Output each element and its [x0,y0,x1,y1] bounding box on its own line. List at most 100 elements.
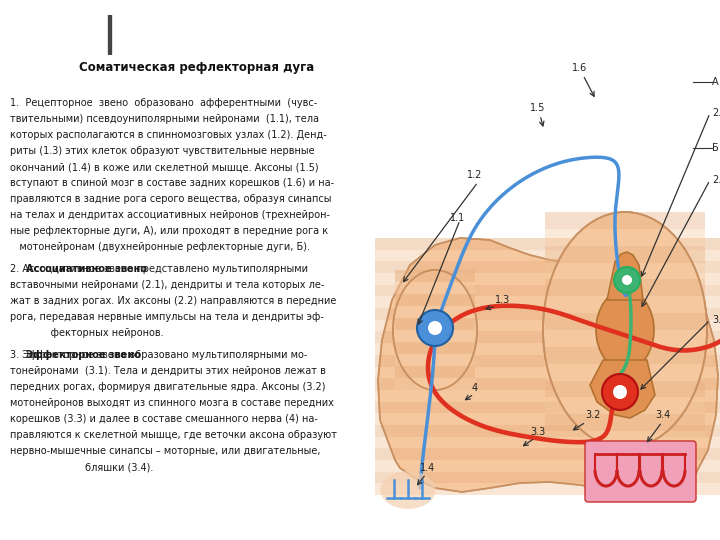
Bar [375,320,720,332]
Bar [395,282,475,294]
Bar [375,332,720,343]
Circle shape [613,385,627,399]
Text: Б: Б [712,143,719,153]
Bar [375,437,720,448]
Bar [375,378,720,390]
Text: ные рефлекторные дуги, А), или проходят в передние рога к: ные рефлекторные дуги, А), или проходят … [10,226,328,236]
Bar [375,413,720,425]
Bar [375,296,720,308]
Ellipse shape [543,212,707,448]
Text: правляются к скелетной мышце, где веточки аксона образуют: правляются к скелетной мышце, где веточк… [10,430,337,440]
Text: 1.1: 1.1 [450,213,465,223]
Text: 4: 4 [472,383,478,393]
Bar [545,296,705,313]
Text: нервно-мышечные синапсы – моторные, или двигательные,: нервно-мышечные синапсы – моторные, или … [10,446,320,456]
Text: мотонейронам (двухнейронные рефлекторные дуги, Б).: мотонейронам (двухнейронные рефлекторные… [10,242,310,252]
Bar [375,471,720,483]
Text: 1.6: 1.6 [572,63,588,73]
Bar [545,414,705,431]
Polygon shape [378,238,718,492]
Text: Ассоциативное звено: Ассоциативное звено [26,264,147,274]
Text: 2.2: 2.2 [712,175,720,185]
Bar [375,425,720,437]
Text: рога, передавая нервные импульсы на тела и дендриты эф-: рога, передавая нервные импульсы на тела… [10,312,324,322]
Text: правляются в задние рога серого вещества, образуя синапсы: правляются в задние рога серого вещества… [10,194,331,204]
Bar [395,318,475,330]
Bar [375,483,720,495]
Text: 3.2: 3.2 [585,410,600,420]
Bar [375,355,720,367]
Polygon shape [590,360,655,418]
Bar [375,367,720,378]
Text: 1.  Рецепторное  звено  образовано  афферентными  (чувс-: 1. Рецепторное звено образовано афферент… [10,98,318,108]
Text: 3. Эффекторное звено образовано мультиполярными мо-: 3. Эффекторное звено образовано мультипо… [10,350,307,360]
Bar [375,402,720,413]
Bar [375,261,720,273]
Text: Соматическая рефлекторная дуга: Соматическая рефлекторная дуга [79,62,315,75]
Bar [375,448,720,460]
Text: 3.4: 3.4 [655,410,670,420]
Text: Эффекторное звено: Эффекторное звено [26,350,141,360]
Bar [545,279,705,296]
Ellipse shape [596,290,654,370]
Circle shape [602,374,638,410]
Text: вставочными нейронами (2.1), дендриты и тела которых ле-: вставочными нейронами (2.1), дендриты и … [10,280,325,290]
Bar [395,366,475,378]
Circle shape [614,267,640,293]
Bar [395,306,475,318]
Bar [375,308,720,320]
Text: твительными) псевдоуниполярными нейронами  (1.1), тела: твительными) псевдоуниполярными нейронам… [10,114,319,124]
Bar [375,249,720,261]
Bar [375,238,720,249]
Bar [545,212,705,229]
Bar [375,343,720,355]
Circle shape [417,310,453,346]
Text: которых располагаются в спинномозговых узлах (1.2). Денд-: которых располагаются в спинномозговых у… [10,130,327,140]
Text: фекторных нейронов.: фекторных нейронов. [10,328,163,338]
Polygon shape [607,252,643,300]
Text: окончаний (1.4) в коже или скелетной мышце. Аксоны (1.5): окончаний (1.4) в коже или скелетной мыш… [10,162,319,172]
Bar [375,390,720,402]
Bar [545,364,705,381]
Text: 2. Ассоциативное звено представлено мультиполярными: 2. Ассоциативное звено представлено муль… [10,264,308,274]
Circle shape [622,275,632,285]
Bar [545,246,705,262]
Text: 3.3: 3.3 [530,427,545,437]
Bar [545,347,705,364]
FancyBboxPatch shape [585,441,696,502]
Text: вступают в спиной мозг в составе задних корешков (1.6) и на-: вступают в спиной мозг в составе задних … [10,178,334,188]
Bar [545,397,705,414]
Ellipse shape [393,270,477,390]
Text: мотонейронов выходят из спинного мозга в составе передних: мотонейронов выходят из спинного мозга в… [10,398,334,408]
Bar [545,262,705,279]
Bar [545,381,705,397]
Bar [545,330,705,347]
Text: А: А [712,77,719,87]
Text: 1.3: 1.3 [495,295,510,305]
Text: 1.4: 1.4 [420,463,436,473]
Text: жат в задних рогах. Их аксоны (2.2) направляются в передние: жат в задних рогах. Их аксоны (2.2) напр… [10,296,336,306]
Text: корешков (3.3) и далее в составе смешанного нерва (4) на-: корешков (3.3) и далее в составе смешанн… [10,414,318,424]
Text: 2.1: 2.1 [712,108,720,118]
Ellipse shape [380,471,436,509]
Bar [545,313,705,330]
Bar [375,460,720,471]
Bar [545,229,705,246]
Bar [395,354,475,366]
Bar [545,431,705,448]
Text: на телах и дендритах ассоциативных нейронов (трехнейрон-: на телах и дендритах ассоциативных нейро… [10,210,330,220]
Text: 3.1: 3.1 [712,315,720,325]
Bar [375,285,720,296]
Text: 1.2: 1.2 [467,170,482,180]
Text: риты (1.3) этих клеток образуют чувствительные нервные: риты (1.3) этих клеток образуют чувствит… [10,146,315,156]
Bar [395,294,475,306]
Text: тонейронами  (3.1). Тела и дендриты этих нейронов лежат в: тонейронами (3.1). Тела и дендриты этих … [10,366,326,376]
Circle shape [428,321,442,335]
Bar [395,342,475,354]
Bar [395,330,475,342]
Bar [395,270,475,282]
Text: 1.5: 1.5 [530,103,545,113]
Bar [395,378,475,390]
Bar [375,273,720,285]
Text: бляшки (3.4).: бляшки (3.4). [10,462,153,472]
